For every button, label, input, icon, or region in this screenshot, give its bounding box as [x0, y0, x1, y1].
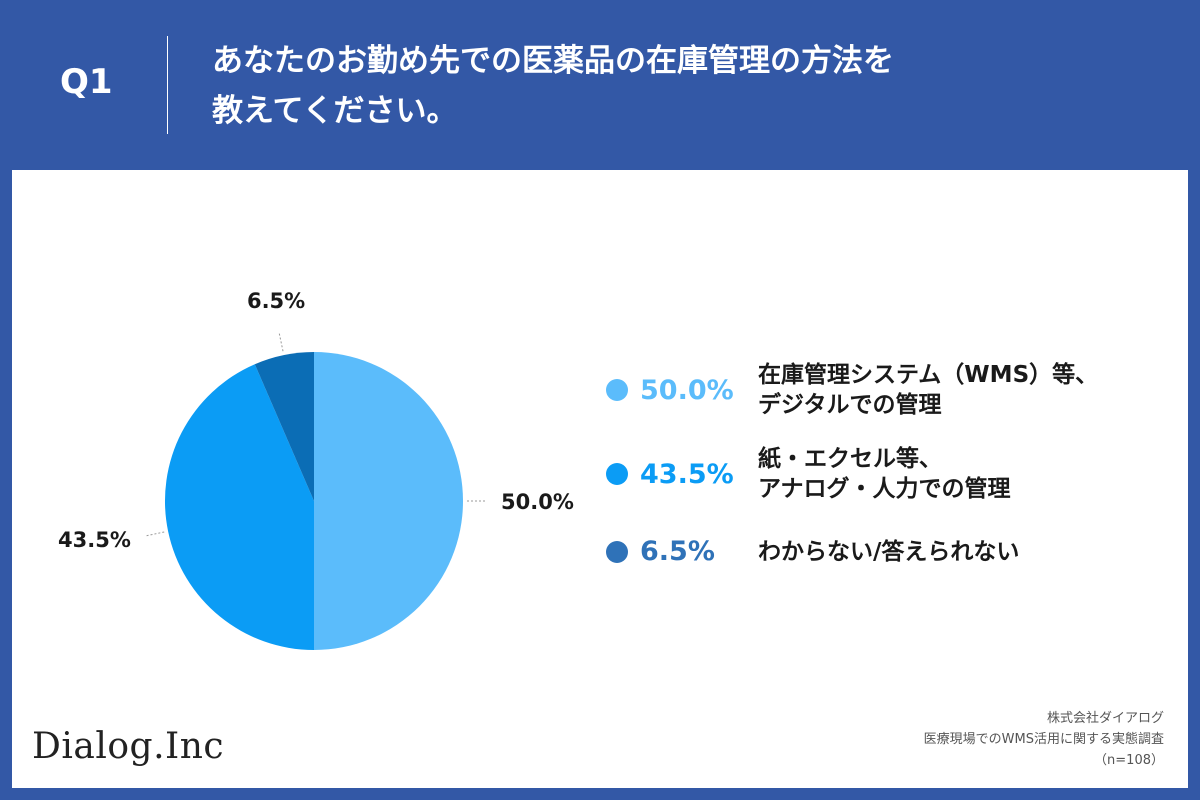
- pie-label-digital: 50.0%: [501, 490, 574, 514]
- legend-pct-analog: 43.5%: [640, 458, 734, 490]
- legend-label-analog: 紙・エクセル等、 アナログ・人力での管理: [758, 444, 1011, 504]
- pie-label-analog: 43.5%: [58, 528, 131, 552]
- pie-leader-unknown: [278, 333, 284, 352]
- source-sample-size: （n=108）: [1094, 753, 1164, 768]
- legend-dot-unknown: [606, 540, 628, 563]
- pie-slice-analog: [164, 364, 314, 650]
- header: Q1 あなたのお勤め先での医薬品の在庫管理の方法を 教えてください。: [0, 0, 1200, 168]
- question-title-line1: あなたのお勤め先での医薬品の在庫管理の方法を: [212, 43, 894, 79]
- pie-slice-unknown: [254, 352, 314, 501]
- legend-label-analog-line2: アナログ・人力での管理: [758, 476, 1011, 502]
- legend-label-digital: 在庫管理システム（WMS）等、 デジタルでの管理: [758, 360, 1098, 420]
- source-survey: 医療現場でのWMS活用に関する実態調査: [923, 732, 1164, 747]
- source-note: 株式会社ダイアログ 医療現場でのWMS活用に関する実態調査 （n=108）: [924, 708, 1164, 771]
- legend-label-digital-line2: デジタルでの管理: [758, 392, 942, 418]
- question-number: Q1: [60, 62, 113, 102]
- header-divider: [167, 36, 168, 134]
- legend-dot-analog: [606, 463, 628, 485]
- legend-pct-digital: 50.0%: [640, 374, 734, 406]
- legend-dot-digital: [606, 379, 628, 401]
- legend-label-unknown-line1: わからない/答えられない: [758, 538, 1020, 565]
- chart-card: 50.0% 43.5% 6.5% 50.0% 在庫管理システム（WMS）等、 デジタ…: [12, 170, 1188, 788]
- legend-item-digital: 50.0% 在庫管理システム（WMS）等、 デジタルでの管理: [606, 360, 1176, 420]
- pie-leader-analog: [146, 531, 165, 537]
- legend-item-analog: 43.5% 紙・エクセル等、 アナログ・人力での管理: [606, 444, 1176, 504]
- company-logo: Dialog.Inc: [32, 726, 225, 767]
- question-title: あなたのお勤め先での医薬品の在庫管理の方法を 教えてください。: [212, 36, 1112, 136]
- legend-item-unknown: 6.5% わからない/答えられない: [606, 536, 1176, 567]
- legend-label-analog-line1: 紙・エクセル等、: [758, 446, 942, 472]
- legend-pct-unknown: 6.5%: [640, 536, 715, 567]
- pie-chart: 50.0% 43.5% 6.5%: [58, 289, 574, 650]
- question-title-line2: 教えてください。: [212, 93, 458, 129]
- source-company: 株式会社ダイアログ: [1046, 711, 1164, 726]
- legend-label-unknown: わからない/答えられない: [758, 537, 1019, 567]
- legend-label-digital-line1: 在庫管理システム（WMS）等、: [758, 362, 1099, 388]
- pie-slice-digital: [314, 352, 463, 650]
- pie-label-unknown: 6.5%: [247, 289, 305, 313]
